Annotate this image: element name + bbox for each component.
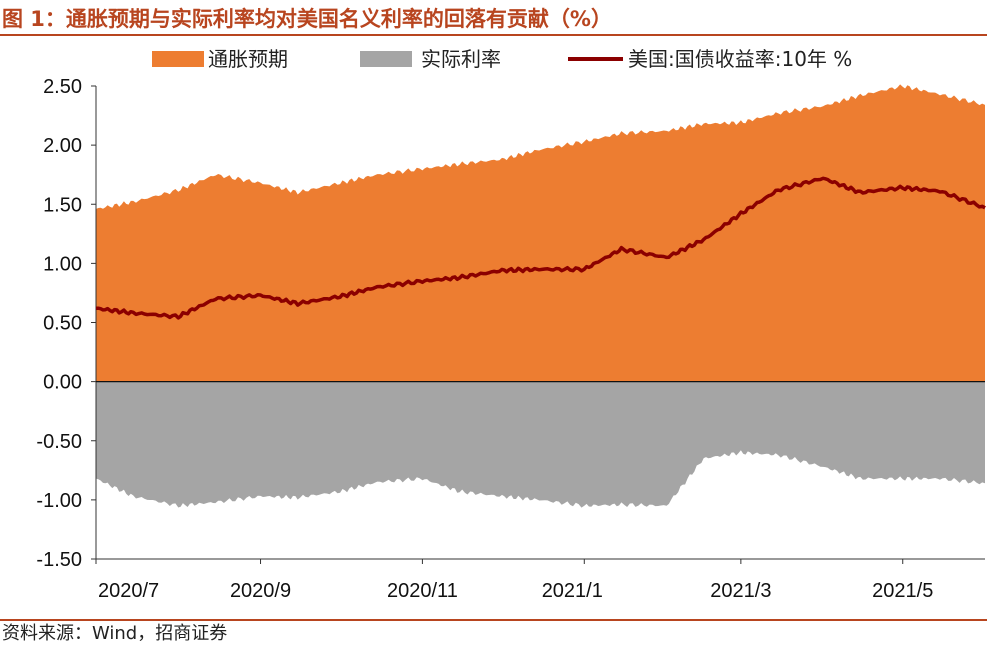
line-series-0 — [95, 176, 986, 320]
legend-swatch-0 — [152, 51, 204, 67]
axes: 2.50 2.00 1.50 1.00 0.50 0.00 -0.50 -1.00 -1.50 2… — [36, 76, 985, 602]
footer-divider — [0, 619, 987, 621]
source-note: 资料来源：Wind，招商证券 — [2, 623, 228, 644]
x-tick-label: 2021/1 — [542, 580, 603, 602]
chart: 通胀预期 实际利率 美国:国债收益率:10年 % 2.50 2.00 1.50 1.00 0… — [36, 47, 986, 602]
x-tick-label: 2020/9 — [230, 580, 291, 602]
x-tick-label: 2020/7 — [98, 580, 159, 602]
legend-label-0: 通胀预期 — [208, 47, 288, 71]
title-divider — [0, 34, 987, 36]
y-tick-label: 0.50 — [43, 313, 82, 335]
area-series-0 — [96, 84, 985, 382]
y-tick-label: 1.50 — [43, 194, 82, 216]
y-tick-label: -1.50 — [36, 549, 82, 571]
y-tick-label: 2.00 — [43, 135, 82, 157]
area-series-1 — [96, 381, 985, 508]
y-tick-label: 0.00 — [43, 372, 82, 394]
y-tick-label: 1.00 — [43, 253, 82, 275]
y-tick-label: -1.00 — [36, 490, 82, 512]
x-tick-label: 2021/3 — [710, 580, 771, 602]
legend-label-1: 实际利率 — [421, 47, 501, 71]
legend-swatch-1 — [360, 51, 412, 67]
y-tick-label: -0.50 — [36, 431, 82, 453]
legend: 通胀预期 实际利率 美国:国债收益率:10年 % — [152, 47, 852, 71]
legend-label-2: 美国:国债收益率:10年 % — [628, 47, 852, 71]
y-tick-label: 2.50 — [43, 76, 82, 98]
x-tick-label: 2021/5 — [872, 580, 933, 602]
chart-title: 图 1：通胀预期与实际利率均对美国名义利率的回落有贡献（%） — [2, 7, 612, 31]
x-tick-label: 2020/11 — [387, 580, 458, 602]
plot-areas — [96, 84, 985, 508]
plot-line — [95, 176, 986, 320]
